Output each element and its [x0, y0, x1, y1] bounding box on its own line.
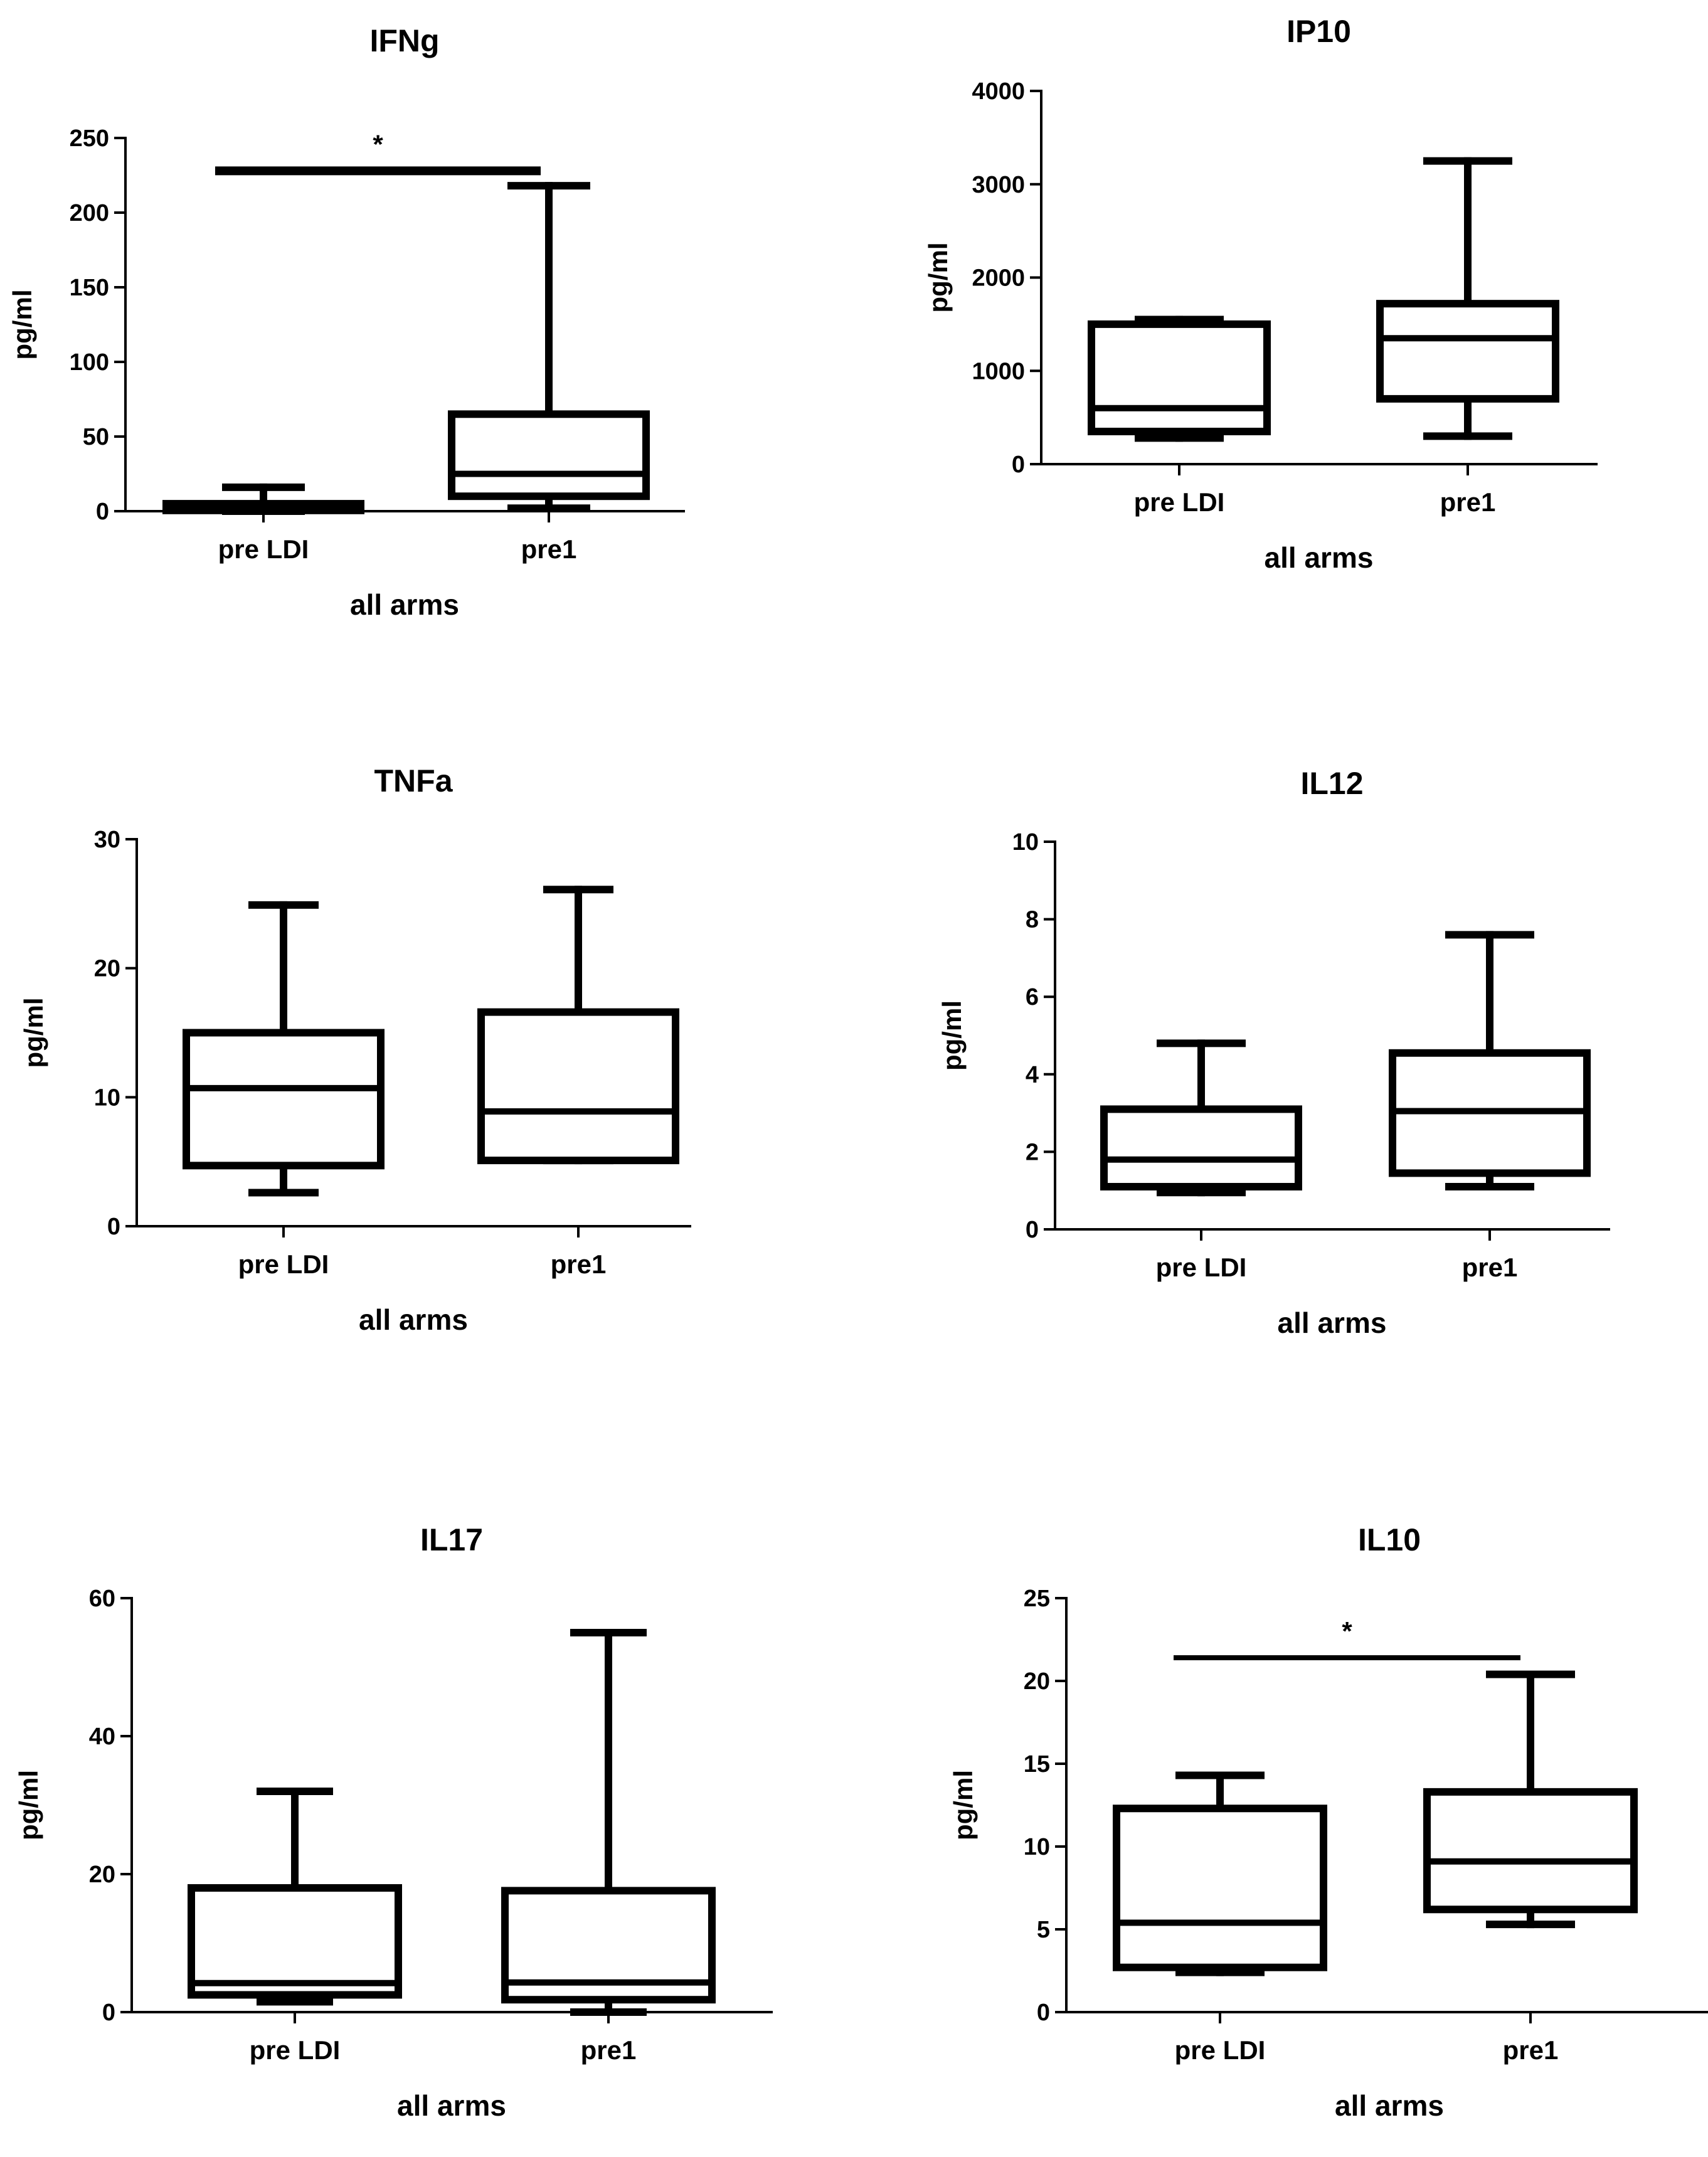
chart-title: IL12 [1300, 766, 1363, 801]
y-tick-label: 4 [1026, 1062, 1039, 1088]
category-label: pre1 [521, 534, 577, 564]
y-axis-label: pg/ml [14, 1770, 43, 1840]
y-tick-label: 0 [102, 2000, 115, 2026]
box-pre1 [448, 182, 650, 512]
box-pre-ldi [183, 901, 385, 1197]
y-tick-label: 8 [1026, 907, 1039, 933]
box-pre1 [477, 886, 679, 1165]
box-pre-ldi [162, 483, 364, 515]
iqr-box [188, 1884, 402, 1999]
x-axis-label: all arms [397, 2089, 506, 2122]
category-label: pre LDI [218, 534, 309, 564]
y-tick-label: 30 [94, 827, 120, 853]
y-tick-label: 200 [70, 200, 109, 226]
category-label: pre LDI [1175, 2035, 1266, 2065]
box-pre-ldi [188, 1788, 402, 2006]
box-pre1 [1376, 157, 1559, 440]
iqr-box [1376, 300, 1559, 403]
y-tick-label: 2000 [972, 265, 1025, 292]
category-label: pre1 [1462, 1253, 1518, 1282]
chart-panel-ifng: IFNg 0 50 100 150 200 250 pg/ml pre LDI pre1 all a… [8, 23, 685, 621]
y-tick-label: 5 [1037, 1917, 1050, 1943]
category-label: pre LDI [1134, 487, 1225, 517]
y-tick-label: 3000 [972, 172, 1025, 198]
box-pre-ldi [1100, 1039, 1302, 1197]
chart-panel-ip10: IP10 0 1000 2000 3000 4000 pg/ml pre LDI pre1 all… [923, 14, 1598, 574]
box-pre1 [1423, 1670, 1638, 1929]
category-label: pre LDI [250, 2035, 341, 2065]
chart-title: IFNg [369, 23, 439, 58]
y-tick-label: 1000 [972, 358, 1025, 384]
chart-title: IL10 [1358, 1522, 1421, 1557]
chart-panel-tnfa: TNFa 0 10 20 30 pg/ml pre LDI pre1 all arms [19, 763, 691, 1336]
y-tick-label: 4000 [972, 78, 1025, 105]
y-tick-label: 0 [1026, 1217, 1039, 1243]
chart-title: IP10 [1286, 14, 1351, 49]
chart-panel-il17: IL17 0 20 40 60 pg/ml pre LDI pre1 all arms [14, 1522, 773, 2122]
box-pre1 [501, 1629, 716, 2016]
category-label: pre LDI [238, 1249, 329, 1279]
x-axis-label: all arms [359, 1303, 468, 1336]
y-tick-label: 0 [107, 1214, 120, 1240]
y-tick-label: 20 [1024, 1668, 1050, 1695]
chart-panel-il12: IL12 0 2 4 6 8 10 pg/ml pre LDI pre1 all arms [937, 766, 1610, 1339]
y-tick-label: 0 [1037, 2000, 1050, 2026]
chart-title: TNFa [374, 763, 454, 798]
y-tick-label: 10 [1024, 1834, 1050, 1860]
y-tick-label: 40 [89, 1724, 115, 1750]
y-axis-label: pg/ml [937, 1000, 967, 1071]
chart-title: IL17 [420, 1522, 483, 1557]
iqr-box [448, 410, 650, 501]
y-tick-label: 6 [1026, 984, 1039, 1010]
category-label: pre1 [1503, 2035, 1559, 2065]
iqr-box [477, 1008, 679, 1165]
y-tick-label: 10 [1012, 829, 1039, 856]
iqr-box [1113, 1805, 1327, 1971]
y-tick-label: 150 [70, 275, 109, 301]
y-tick-label: 2 [1026, 1139, 1039, 1165]
box-pre1 [1389, 931, 1591, 1191]
category-label: pre1 [1440, 487, 1496, 517]
y-tick-label: 25 [1024, 1586, 1050, 1612]
x-axis-label: all arms [1265, 541, 1374, 574]
significance-star: * [1342, 1616, 1352, 1646]
y-tick-label: 250 [70, 125, 109, 152]
y-tick-label: 100 [70, 349, 109, 376]
x-axis-label: all arms [1278, 1306, 1387, 1339]
y-tick-label: 60 [89, 1586, 115, 1612]
y-tick-label: 20 [94, 956, 120, 982]
y-tick-label: 0 [1012, 452, 1025, 478]
y-tick-label: 15 [1024, 1751, 1050, 1778]
y-axis-label: pg/ml [19, 998, 48, 1068]
x-axis-label: all arms [1335, 2089, 1444, 2122]
y-tick-label: 0 [96, 499, 109, 525]
y-axis-label: pg/ml [948, 1770, 978, 1840]
y-tick-label: 10 [94, 1084, 120, 1111]
category-label: pre1 [581, 2035, 637, 2065]
iqr-box [1088, 320, 1271, 435]
box-pre-ldi [1088, 315, 1271, 442]
iqr-box [1423, 1788, 1638, 1914]
box-pre-ldi [1113, 1771, 1327, 1976]
y-axis-label: pg/ml [923, 243, 953, 313]
x-axis-label: all arms [350, 588, 459, 621]
y-tick-label: 20 [89, 1862, 115, 1888]
iqr-box [183, 1029, 385, 1170]
y-axis-label: pg/ml [8, 290, 37, 360]
chart-panel-il10: IL10 0 5 10 15 20 25 pg/ml pre LDI pre1 all arms * [948, 1522, 1708, 2122]
category-label: pre1 [551, 1249, 607, 1279]
significance-star: * [373, 129, 383, 159]
y-tick-label: 50 [83, 424, 109, 450]
iqr-box [1100, 1105, 1302, 1191]
category-label: pre LDI [1156, 1253, 1247, 1282]
